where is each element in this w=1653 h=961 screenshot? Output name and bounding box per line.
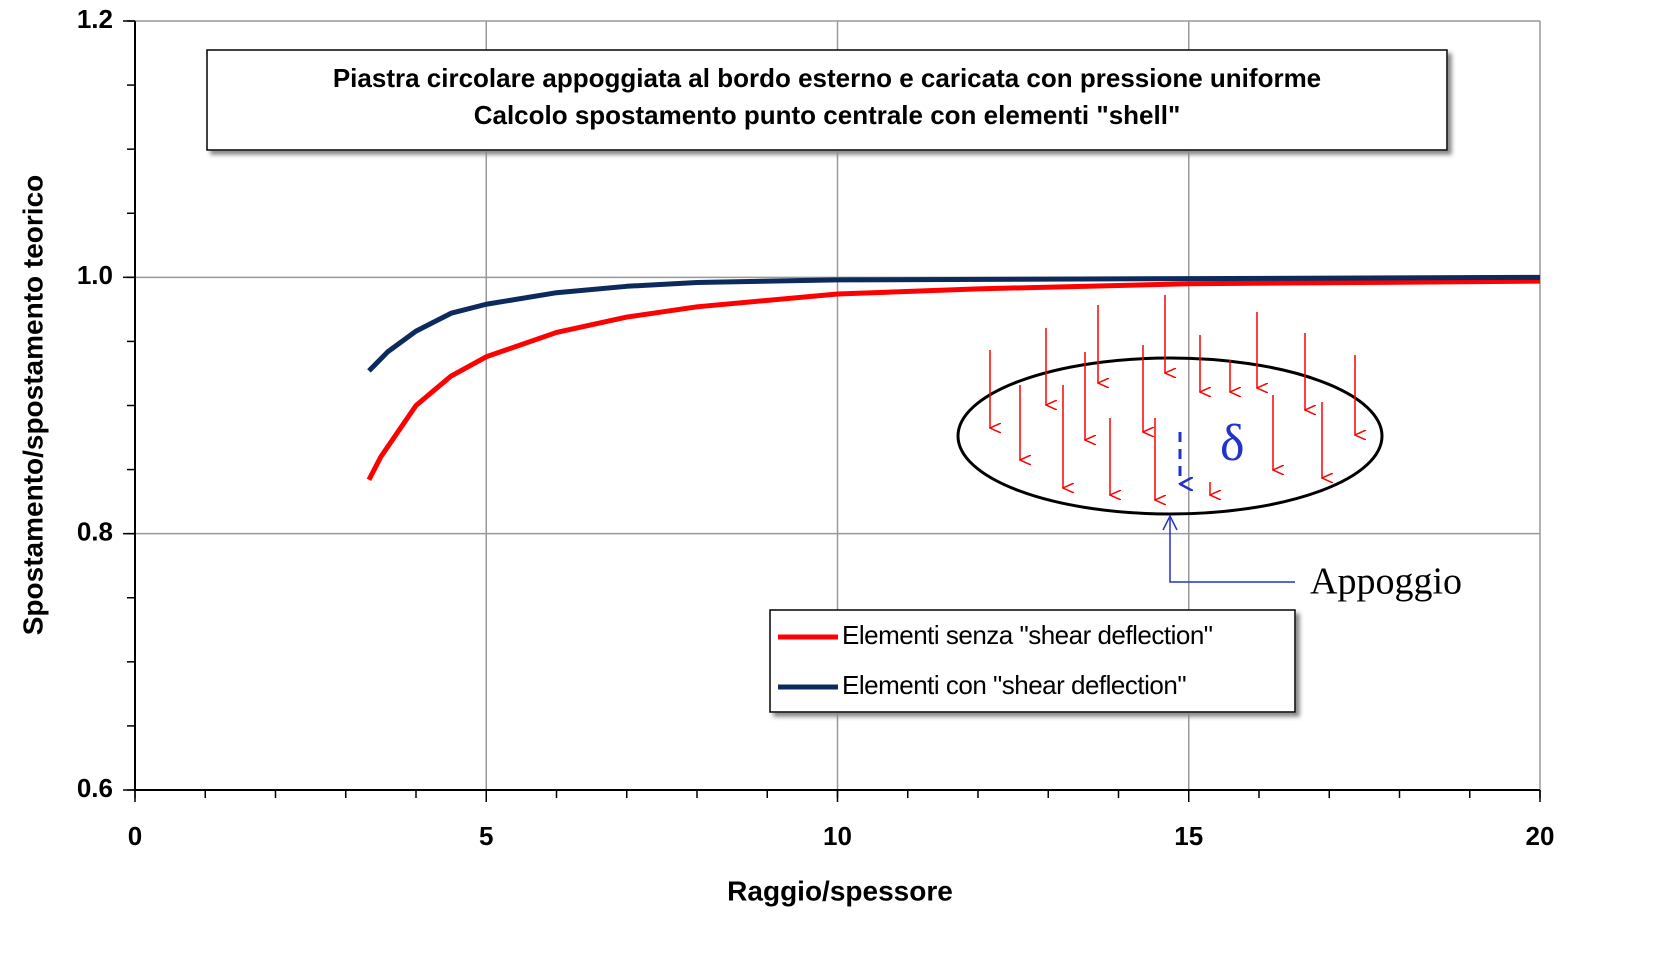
legend: Elementi senza "shear deflection" Element… [769,609,1296,713]
plate [956,356,1384,516]
series-line [367,274,1541,373]
diagram: δ Appoggio [956,295,1462,603]
y-tick-label: 0.6 [77,773,113,803]
y-axis-title: Spostamento/spostamento teorico [17,175,48,636]
support-label: Appoggio [1310,561,1462,603]
x-tick-label: 10 [823,821,852,851]
x-tick-label: 15 [1174,821,1203,851]
axes: 0 5 10 15 20 0.6 0.8 1.0 1.2 [77,4,1555,851]
x-tick-label: 5 [479,821,493,851]
chart-title: Piastra circolare appoggiata al bordo es… [333,63,1321,93]
legend-label: Elementi con "shear deflection" [842,670,1186,700]
legend-label: Elementi senza "shear deflection" [842,620,1213,650]
y-tick-label: 1.0 [77,260,113,290]
support-leader [1169,518,1295,583]
x-tick-label: 0 [128,821,142,851]
chart-title: Calcolo spostamento punto centrale con e… [474,100,1181,130]
legend-frame [769,609,1296,713]
x-tick-label: 20 [1526,821,1555,851]
title-box: Piastra circolare appoggiata al bordo es… [206,49,1448,151]
support-arrowhead [1162,514,1178,531]
delta-label: δ [1220,415,1245,472]
y-tick-label: 1.2 [77,4,113,34]
x-axis-title: Raggio/spessore [727,875,953,906]
lines [366,274,1541,481]
y-tick-label: 0.8 [77,517,113,547]
title-frame [206,49,1448,151]
series-line [366,278,1541,481]
pressure-arrows [990,295,1355,500]
